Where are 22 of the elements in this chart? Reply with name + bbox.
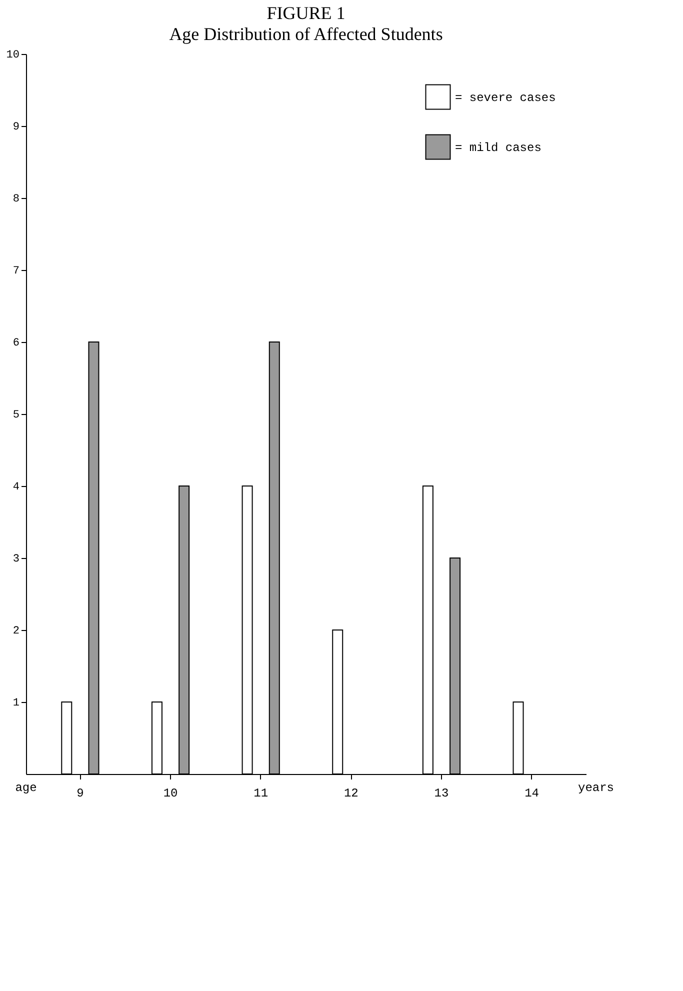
- y-tick-label: 1: [12, 698, 20, 710]
- y-tick-label: 7: [12, 266, 20, 278]
- y-tick-label: 6: [12, 338, 20, 350]
- y-tick-label: 4: [12, 482, 20, 494]
- y-tick-label: 3: [12, 554, 20, 566]
- y-tick-label: 2: [12, 626, 20, 638]
- legend-label: = severe cases: [455, 91, 556, 105]
- text: years: [578, 781, 614, 795]
- y-tick-label: 5: [12, 410, 20, 422]
- y-tick-label: 9: [12, 122, 20, 134]
- chart-title: FIGURE 1: [266, 3, 346, 23]
- text: age: [15, 781, 37, 795]
- x-tick-label: 12: [344, 786, 358, 800]
- x-tick-label: 13: [434, 786, 449, 800]
- chart-subtitle: Age Distribution of Affected Students: [169, 24, 443, 44]
- x-tick-label: 11: [254, 786, 268, 800]
- legend-label: = mild cases: [455, 141, 542, 155]
- y-tick-label: 10: [6, 50, 20, 62]
- x-tick-label: 9: [76, 786, 84, 800]
- x-tick-label: 14: [524, 786, 540, 800]
- y-tick-label: 8: [12, 194, 20, 206]
- x-tick-label: 10: [163, 786, 178, 800]
